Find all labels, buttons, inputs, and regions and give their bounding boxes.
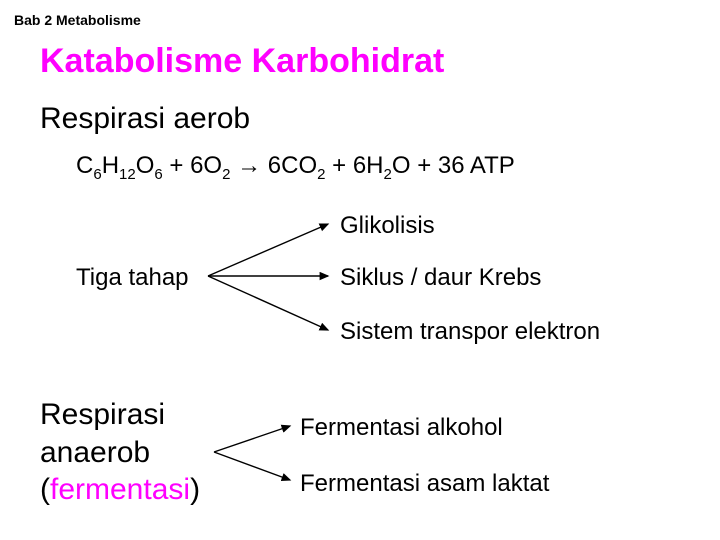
aerob-arrows bbox=[200, 214, 340, 344]
anaerob-arrows bbox=[210, 418, 300, 488]
chapter-label: Bab 2 Metabolisme bbox=[14, 12, 141, 28]
fermentasi-alkohol: Fermentasi alkohol bbox=[300, 414, 503, 442]
page-title: Katabolisme Karbohidrat bbox=[40, 42, 444, 81]
anaerob-line3-word: fermentasi bbox=[50, 473, 190, 506]
stages-label: Tiga tahap bbox=[76, 264, 189, 292]
eq-part: C bbox=[76, 152, 93, 179]
anaerob-line3-prefix: ( bbox=[40, 473, 50, 506]
anaerob-line1: Respirasi bbox=[40, 398, 165, 431]
eq-sub: 6 bbox=[154, 166, 162, 183]
eq-part: + 6H bbox=[325, 152, 383, 179]
aerob-heading: Respirasi aerob bbox=[40, 102, 250, 136]
anaerob-heading: Respirasi anaerob (fermentasi) bbox=[40, 396, 200, 509]
stage-glikolisis: Glikolisis bbox=[340, 212, 435, 240]
anaerob-line3-suffix: ) bbox=[190, 473, 200, 506]
stage-elektron: Sistem transpor elektron bbox=[340, 318, 600, 346]
eq-part: → 6CO bbox=[230, 152, 317, 179]
stage-krebs: Siklus / daur Krebs bbox=[340, 264, 541, 292]
eq-part: + 6O bbox=[163, 152, 222, 179]
eq-part: O + 36 ATP bbox=[392, 152, 515, 179]
eq-sub: 6 bbox=[93, 166, 101, 183]
eq-sub: 12 bbox=[119, 166, 136, 183]
aerob-equation: C6H12O6 + 6O2 → 6CO2 + 6H2O + 36 ATP bbox=[76, 152, 515, 183]
eq-part: H bbox=[102, 152, 119, 179]
eq-sub: 2 bbox=[384, 166, 392, 183]
eq-part: O bbox=[136, 152, 155, 179]
fermentasi-asam-laktat: Fermentasi asam laktat bbox=[300, 470, 549, 498]
anaerob-line2: anaerob bbox=[40, 436, 150, 469]
